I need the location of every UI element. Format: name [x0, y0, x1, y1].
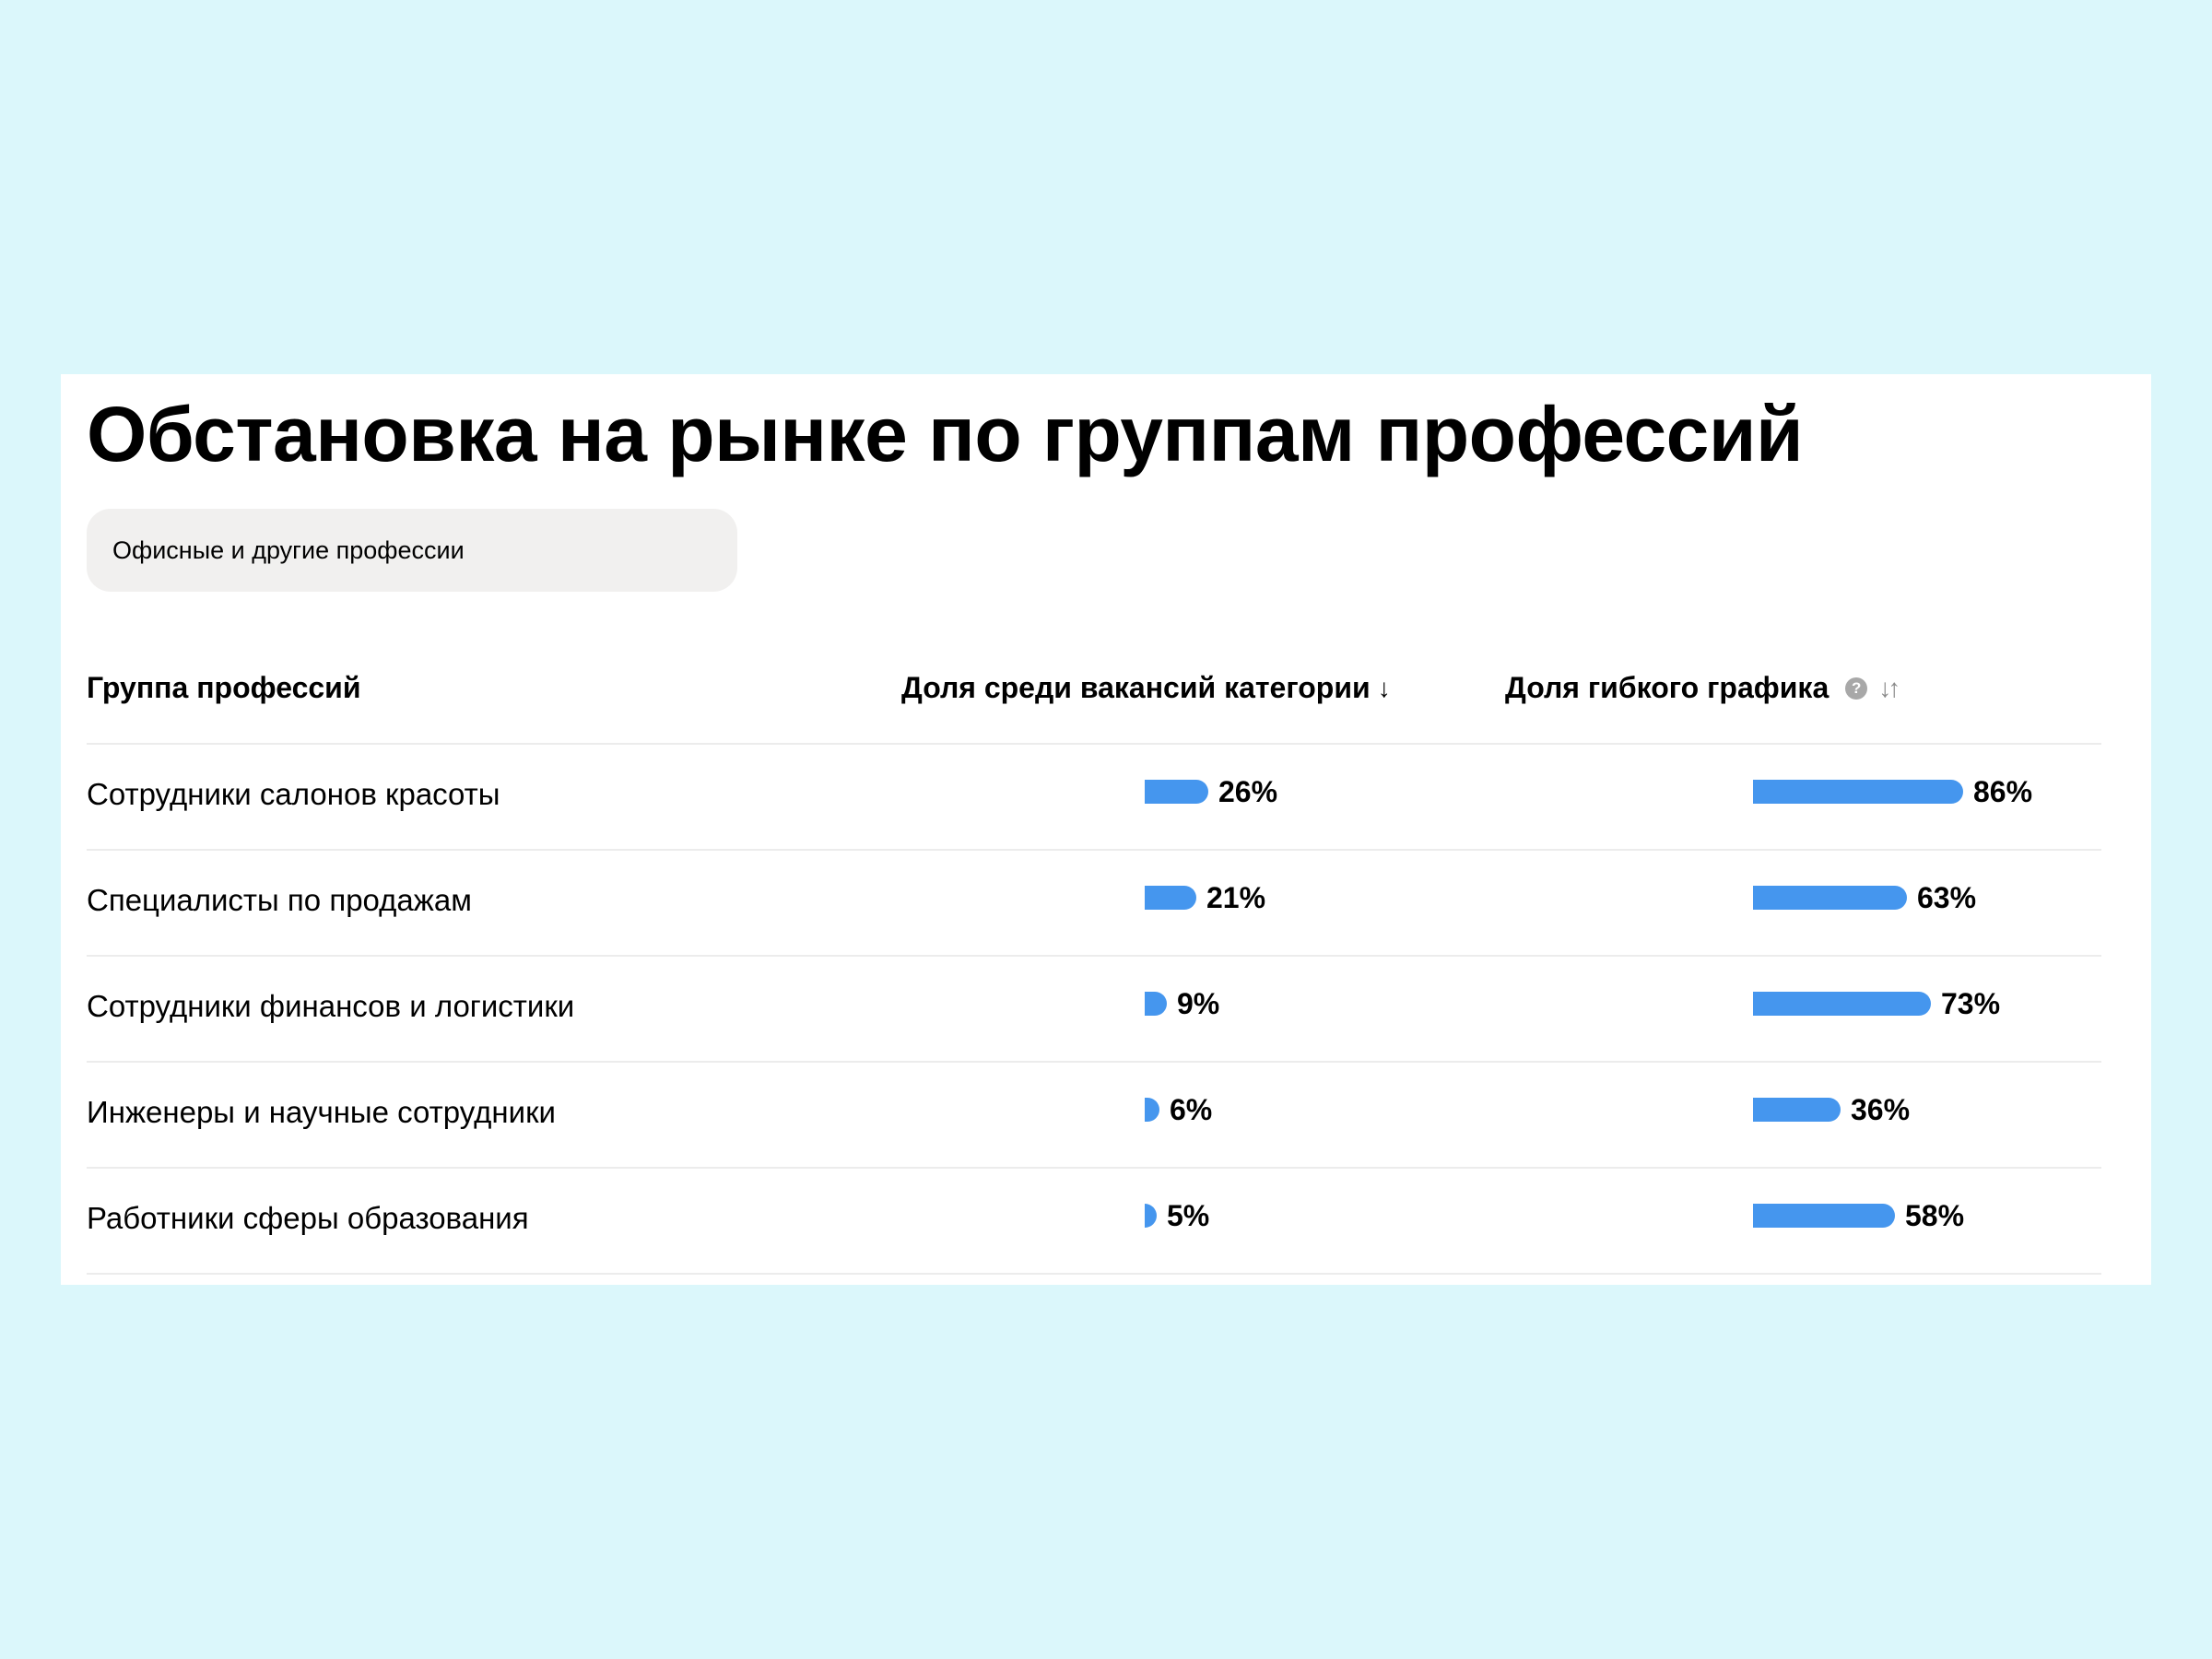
share-cell: 26%: [1145, 775, 1278, 808]
help-icon[interactable]: ?: [1845, 677, 1868, 700]
row-label: Инженеры и научные сотрудники: [87, 1095, 556, 1129]
share-value: 9%: [1177, 987, 1220, 1020]
share-bar: [1145, 1098, 1159, 1122]
table-row: Работники сферы образования 5% 58%: [87, 1169, 2101, 1275]
table-row: Сотрудники финансов и логистики 9% 73%: [87, 957, 2101, 1063]
flex-bar: [1753, 780, 1963, 804]
table-row: Специалисты по продажам 21% 63%: [87, 851, 2101, 957]
flex-bar: [1753, 1098, 1841, 1122]
column-header-share[interactable]: Доля среди вакансий категории ↓: [901, 671, 1391, 705]
flex-bar: [1753, 992, 1931, 1016]
row-label: Сотрудники финансов и логистики: [87, 989, 575, 1023]
flex-cell: 58%: [1753, 1199, 1965, 1232]
flex-value: 86%: [1973, 775, 2033, 808]
flex-cell: 86%: [1753, 775, 2033, 808]
flex-value: 73%: [1941, 987, 2001, 1020]
flex-value: 36%: [1851, 1093, 1911, 1126]
table-row: Сотрудники салонов красоты 26% 86%: [87, 745, 2101, 851]
flex-cell: 73%: [1753, 987, 2001, 1020]
flex-bar: [1753, 886, 1907, 910]
flex-value: 58%: [1905, 1199, 1965, 1232]
share-bar: [1145, 780, 1208, 804]
column-header-flex: Доля гибкого графика ? ↓↑: [1505, 671, 1900, 705]
page-title: Обстановка на рынке по группам профессий: [87, 391, 1804, 477]
table-header: Группа профессий Доля среди вакансий кат…: [87, 651, 2101, 745]
share-bar: [1145, 886, 1196, 910]
share-cell: 9%: [1145, 987, 1220, 1020]
row-label: Работники сферы образования: [87, 1201, 529, 1235]
column-header-flex-label: Доля гибкого графика: [1505, 671, 1830, 704]
share-bar: [1145, 1204, 1157, 1228]
table-row: Инженеры и научные сотрудники 6% 36%: [87, 1063, 2101, 1169]
flex-cell: 63%: [1753, 881, 1977, 914]
flex-bar: [1753, 1204, 1895, 1228]
profession-category-value: Офисные и другие профессии: [112, 535, 465, 564]
profession-category-select[interactable]: Офисные и другие профессии: [87, 509, 737, 592]
share-value: 6%: [1170, 1093, 1213, 1126]
market-card: Обстановка на рынке по группам профессий…: [61, 374, 2151, 1285]
sort-toggle-icon[interactable]: ↓↑: [1878, 673, 1900, 702]
flex-cell: 36%: [1753, 1093, 1911, 1126]
share-cell: 6%: [1145, 1093, 1213, 1126]
share-value: 21%: [1206, 881, 1266, 914]
share-value: 26%: [1218, 775, 1278, 808]
row-label: Специалисты по продажам: [87, 883, 472, 917]
share-bar: [1145, 992, 1167, 1016]
table-body: Сотрудники салонов красоты 26% 86% Специ…: [87, 745, 2101, 1275]
share-cell: 5%: [1145, 1199, 1210, 1232]
sort-down-icon[interactable]: ↓: [1377, 673, 1391, 702]
share-value: 5%: [1167, 1199, 1210, 1232]
column-header-share-label: Доля среди вакансий категории: [901, 671, 1371, 704]
share-cell: 21%: [1145, 881, 1266, 914]
column-header-group-label: Группа профессий: [87, 671, 361, 704]
row-label: Сотрудники салонов красоты: [87, 777, 500, 811]
column-header-group: Группа профессий: [87, 671, 361, 705]
flex-value: 63%: [1917, 881, 1977, 914]
